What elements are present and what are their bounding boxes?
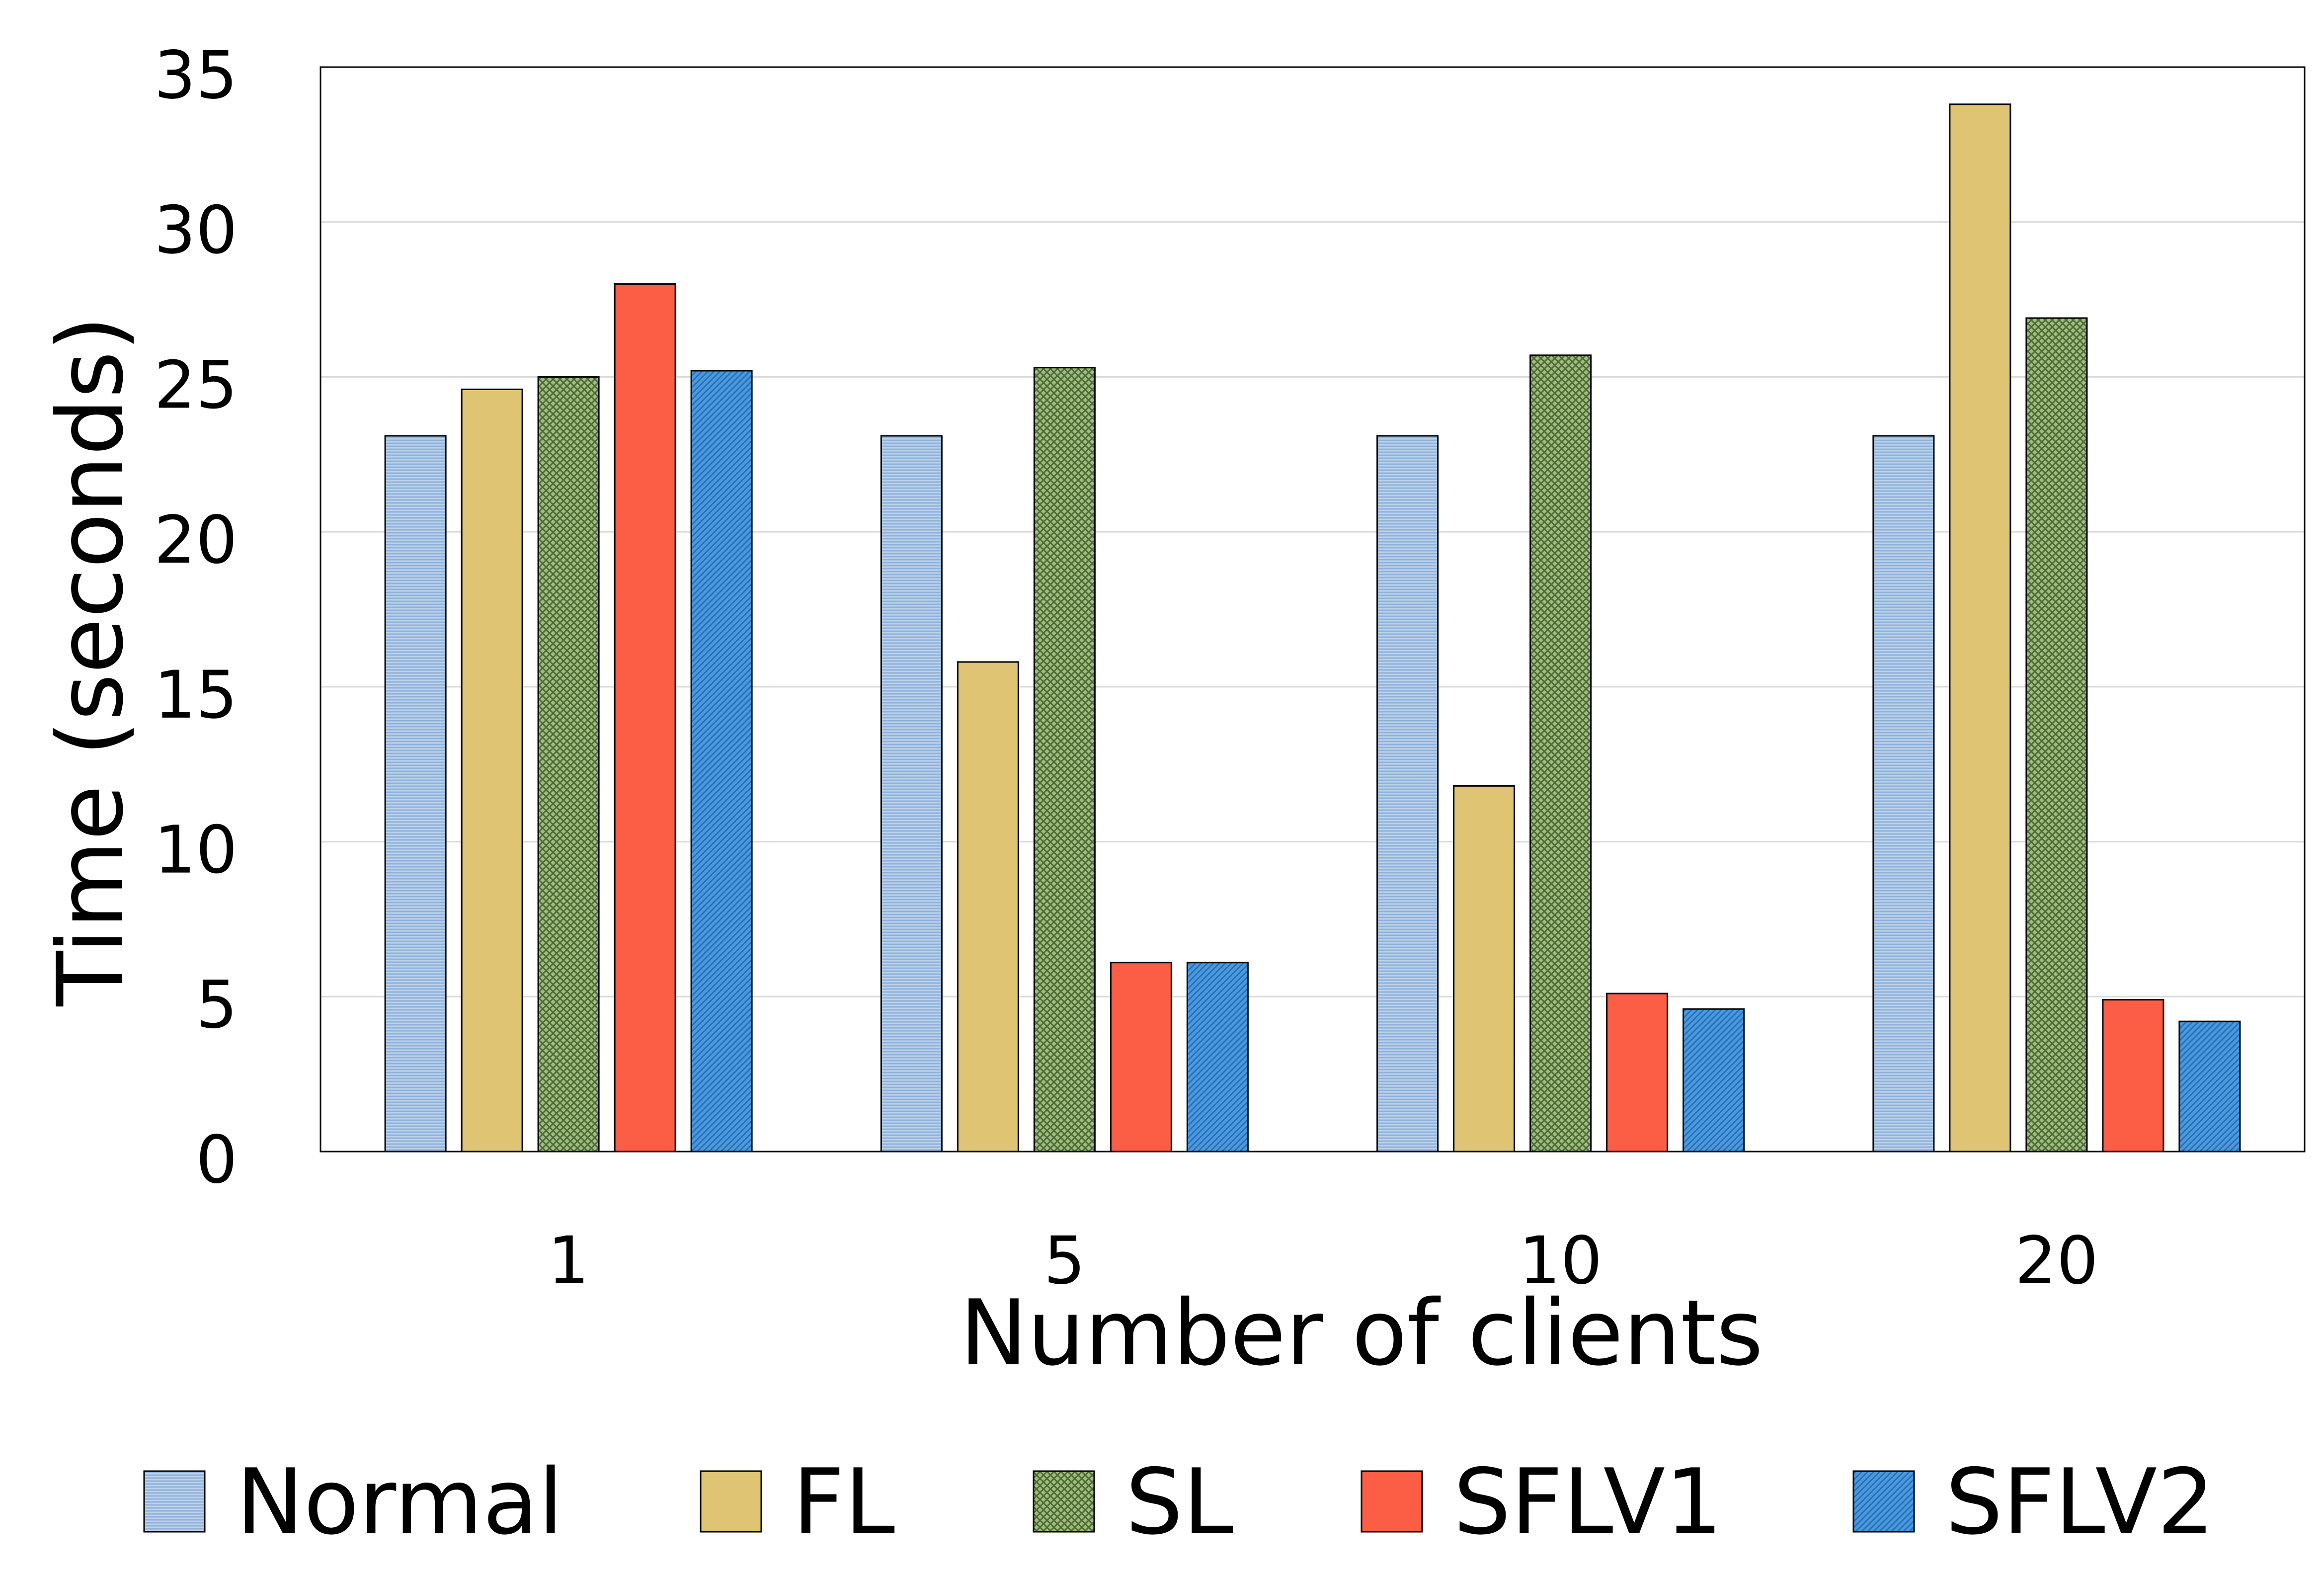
bar-normal-10 [1376,435,1439,1153]
bar-normal-20 [1872,435,1935,1153]
plot-area-frame [320,66,2306,1153]
bar-sl-5 [1033,367,1096,1153]
bar-sflv2-5 [1186,962,1249,1153]
bar-sl-10 [1529,354,1592,1153]
x-tick-label: 10 [1519,1223,1603,1299]
bar-sflv1-20 [2102,999,2164,1153]
legend-swatch-sflv1 [1361,1470,1423,1533]
legend-swatch-sflv2 [1852,1470,1915,1533]
y-tick-label: 30 [154,192,238,269]
legend-label-sl: SL [1125,1449,1233,1555]
bars [384,103,2241,1153]
legend-swatch-sl [1033,1470,1095,1533]
bar-normal-1 [384,435,447,1153]
y-tick-label: 20 [154,502,238,579]
y-tick-label: 35 [154,37,238,114]
legend: Normal FL SL SFLV1 SFLV2 [143,1449,2215,1555]
y-tick-label: 10 [154,812,238,889]
bar-fl-1 [461,388,523,1153]
legend-label-sflv2: SFLV2 [1945,1449,2215,1555]
y-tick-label: 15 [154,657,238,734]
bar-sflv1-1 [614,283,676,1153]
bar-sl-1 [537,376,600,1153]
legend-swatch-normal [143,1470,206,1533]
x-axis-title: Number of clients [960,1280,1763,1386]
bar-sl-20 [2025,317,2088,1153]
bar-fl-10 [1453,785,1516,1153]
legend-label-fl: FL [793,1449,895,1555]
y-axis-title: Time (seconds) [38,316,143,1006]
bar-sflv2-20 [2178,1020,2241,1153]
bar-fl-5 [957,661,1019,1153]
x-tick-label: 1 [548,1223,589,1299]
y-tick-label: 5 [196,967,238,1043]
y-tick-label: 0 [196,1122,238,1198]
bar-normal-5 [880,435,943,1153]
legend-label-sflv1: SFLV1 [1453,1449,1723,1555]
legend-swatch-fl [700,1470,762,1533]
bar-fl-20 [1949,103,2011,1153]
x-axis: 1 5 10 20 [548,1223,2098,1299]
bar-sflv1-10 [1606,993,1669,1153]
y-tick-label: 25 [154,347,238,423]
y-axis: 0 5 10 15 20 25 30 35 [154,37,238,1198]
legend-label-normal: Normal [236,1449,563,1555]
x-tick-label: 20 [2015,1223,2098,1299]
x-tick-label: 5 [1043,1223,1085,1299]
bar-sflv1-5 [1110,962,1172,1153]
bar-sflv2-10 [1683,1008,1745,1153]
bar-sflv2-1 [690,370,753,1153]
